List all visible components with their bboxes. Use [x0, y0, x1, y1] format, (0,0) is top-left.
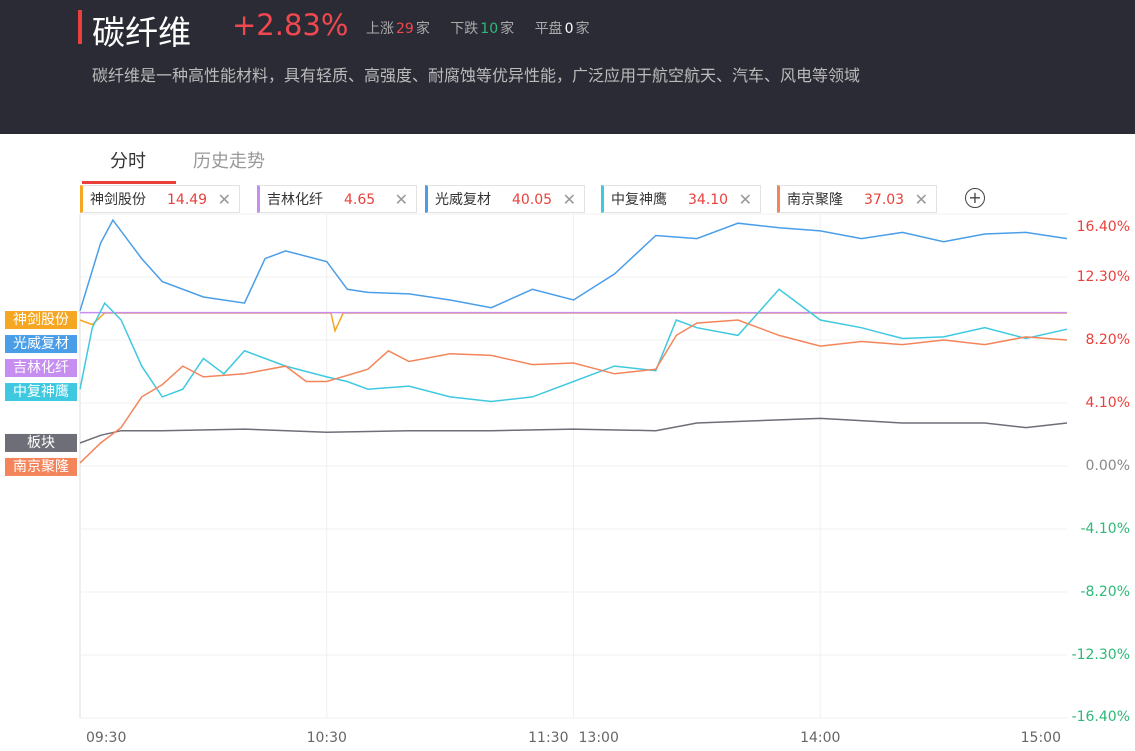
series-tag-label: 吉林化纤	[13, 360, 69, 376]
accent-bar	[78, 10, 82, 44]
stock-chip[interactable]: 中复神鹰 34.10 ✕	[601, 185, 761, 213]
change: +2.83%	[232, 8, 349, 42]
remove-button[interactable]: ✕	[217, 190, 231, 209]
stock-name: 中复神鹰	[611, 192, 667, 208]
title: 碳纤维	[92, 13, 191, 52]
tab-underline	[82, 181, 176, 184]
series-tag-label: 板块	[27, 435, 55, 451]
series-tag: 南京聚隆	[5, 457, 77, 476]
stock-chip[interactable]: 神剑股份 14.49 ✕	[80, 185, 240, 213]
stat-count: 0	[564, 21, 574, 37]
x-tick-label: 13:00	[579, 730, 619, 746]
series-tag-bg	[5, 433, 77, 452]
stock-price: 34.10	[688, 192, 729, 208]
series-tag: 光威复材	[5, 335, 77, 354]
stock-name: 光威复材	[435, 192, 491, 208]
stock-chip[interactable]: 吉林化纤 4.65 ✕	[257, 185, 417, 213]
series-tag-bg	[5, 335, 77, 354]
x-tick-label: 11:30	[528, 730, 568, 746]
series-tag: 中复神鹰	[5, 383, 77, 402]
tab[interactable]: 分时	[110, 151, 146, 172]
stat-count: 29	[396, 21, 414, 37]
series-line	[79, 288, 1068, 403]
y-tick-label: 8.20%	[1086, 332, 1130, 348]
header: 碳纤维 +2.83% 上涨 29 家 下跌 10 家 平盘 0 家 碳纤维是一种高性能材料，…	[0, 0, 1135, 134]
stock-price: 4.65	[344, 192, 376, 208]
series-tag-bg	[5, 359, 77, 378]
remove-button[interactable]: ✕	[914, 190, 928, 209]
stat-unit: 家	[415, 21, 430, 37]
series-tag-bg	[5, 311, 77, 330]
stock-chip[interactable]: 南京聚隆 37.03 ✕	[777, 185, 937, 213]
series-tag-label: 中复神鹰	[13, 383, 69, 400]
y-tick-label: -16.40%	[1072, 709, 1130, 725]
series-line	[79, 218, 1068, 312]
y-tick-label: 16.40%	[1077, 219, 1130, 235]
y-tick-label: -8.20%	[1080, 584, 1130, 600]
stock-price: 14.49	[167, 192, 208, 208]
stat-label: 下跌	[450, 21, 479, 37]
y-tick-label: -12.30%	[1072, 647, 1130, 663]
description: 碳纤维是一种高性能材料，具有轻质、高强度、耐腐蚀等优异性能，广泛应用于航空航天、…	[92, 66, 861, 85]
tab[interactable]: 历史走势	[193, 151, 265, 172]
series-tag: 神剑股份	[5, 311, 77, 330]
stat-unit: 家	[500, 21, 515, 37]
stock-name: 南京聚隆	[787, 192, 843, 208]
y-tick-label: -4.10%	[1080, 521, 1130, 537]
series-tag-label: 神剑股份	[13, 312, 69, 328]
x-tick-label: 10:30	[307, 730, 347, 746]
series-tag: 吉林化纤	[5, 359, 77, 378]
series-tag-label: 南京聚隆	[13, 459, 69, 475]
series-tag-bg	[5, 457, 77, 476]
y-tick-label: 12.30%	[1077, 269, 1130, 285]
stock-name: 吉林化纤	[267, 192, 323, 208]
stock-chip[interactable]: 光威复材 40.05 ✕	[425, 185, 585, 213]
x-tick-label: 09:30	[86, 730, 126, 746]
series-tag: 板块	[5, 433, 77, 452]
y-tick-label: 0.00%	[1086, 458, 1130, 474]
y-tick-label: 4.10%	[1086, 395, 1130, 411]
add-button[interactable]: +	[965, 188, 985, 208]
series-tag-label: 光威复材	[13, 335, 69, 352]
stat-label: 平盘	[534, 21, 563, 37]
series-tag-bg	[5, 383, 77, 402]
remove-button[interactable]: ✕	[394, 190, 408, 209]
stock-name: 神剑股份	[90, 192, 146, 208]
x-tick-label: 14:00	[800, 730, 840, 746]
stock-price: 40.05	[512, 192, 553, 208]
stats: 上涨 29 家 下跌 10 家 平盘 0 家	[366, 18, 591, 38]
stat-unit: 家	[575, 21, 590, 37]
series-line	[79, 319, 1068, 464]
series-line	[79, 417, 1068, 444]
remove-button[interactable]: ✕	[562, 190, 576, 209]
x-tick-label: 15:00	[1021, 730, 1061, 746]
stat-label: 上涨	[366, 21, 394, 37]
stock-price: 37.03	[864, 192, 905, 208]
remove-button[interactable]: ✕	[738, 190, 752, 209]
stat-count: 10	[480, 21, 499, 37]
